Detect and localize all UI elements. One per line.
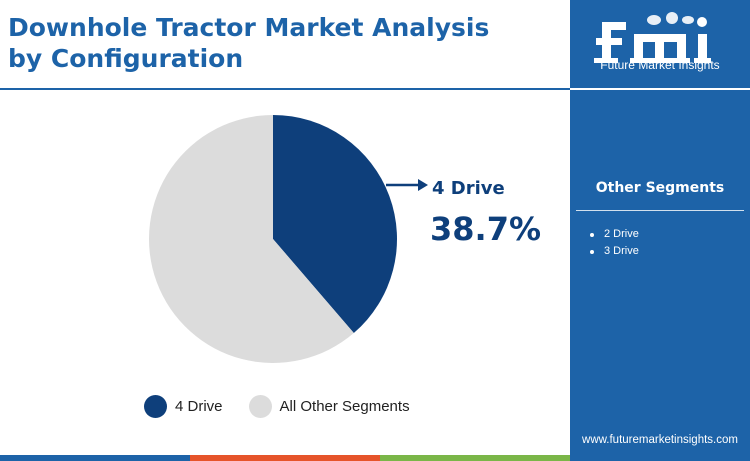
sidebar: Future Market Insights Other Segments 2 … xyxy=(570,0,750,461)
legend-label-other-segments: All Other Segments xyxy=(279,397,410,415)
callout-arrow xyxy=(386,179,428,191)
callout-value: 38.7% xyxy=(430,210,542,248)
chart-legend: 4 Drive All Other Segments xyxy=(144,394,436,418)
other-segment-label: 2 Drive xyxy=(604,228,639,240)
fmi-logo-icon xyxy=(594,12,711,63)
callout-label: 4 Drive xyxy=(432,178,505,199)
logo-text: Future Market Insights xyxy=(600,58,720,72)
pie-slice-all-other-segments xyxy=(148,114,354,363)
other-segment-item: 2 Drive xyxy=(590,226,639,243)
title-divider xyxy=(0,88,570,90)
website-link[interactable]: www.futuremarketinsights.com xyxy=(582,434,738,446)
bullet-icon xyxy=(590,249,594,254)
legend-item-other-segments: All Other Segments xyxy=(248,394,410,418)
bottom-bar-segment-blue xyxy=(0,455,190,461)
page-title: Downhole Tractor Market Analysis by Conf… xyxy=(8,13,490,73)
bottom-bar-segment-orange xyxy=(190,455,380,461)
legend-item-4-drive: 4 Drive xyxy=(144,394,223,418)
sidebar-divider xyxy=(570,88,750,90)
legend-label-4-drive: 4 Drive xyxy=(175,397,223,415)
bottom-bar-segment-green xyxy=(380,455,570,461)
pie-slices xyxy=(148,114,397,363)
other-segments-divider xyxy=(576,210,744,211)
pie-chart xyxy=(148,114,428,363)
bottom-color-bar xyxy=(0,455,570,461)
other-segment-item: 3 Drive xyxy=(590,243,639,260)
other-segments-title: Other Segments xyxy=(595,180,725,196)
other-segments-list: 2 Drive 3 Drive xyxy=(590,226,639,260)
other-segment-label: 3 Drive xyxy=(604,245,639,257)
bullet-icon xyxy=(590,232,594,237)
legend-swatch-4-drive xyxy=(144,394,167,418)
pie-slice-4-drive xyxy=(273,115,397,334)
legend-swatch-other-segments xyxy=(248,394,272,418)
